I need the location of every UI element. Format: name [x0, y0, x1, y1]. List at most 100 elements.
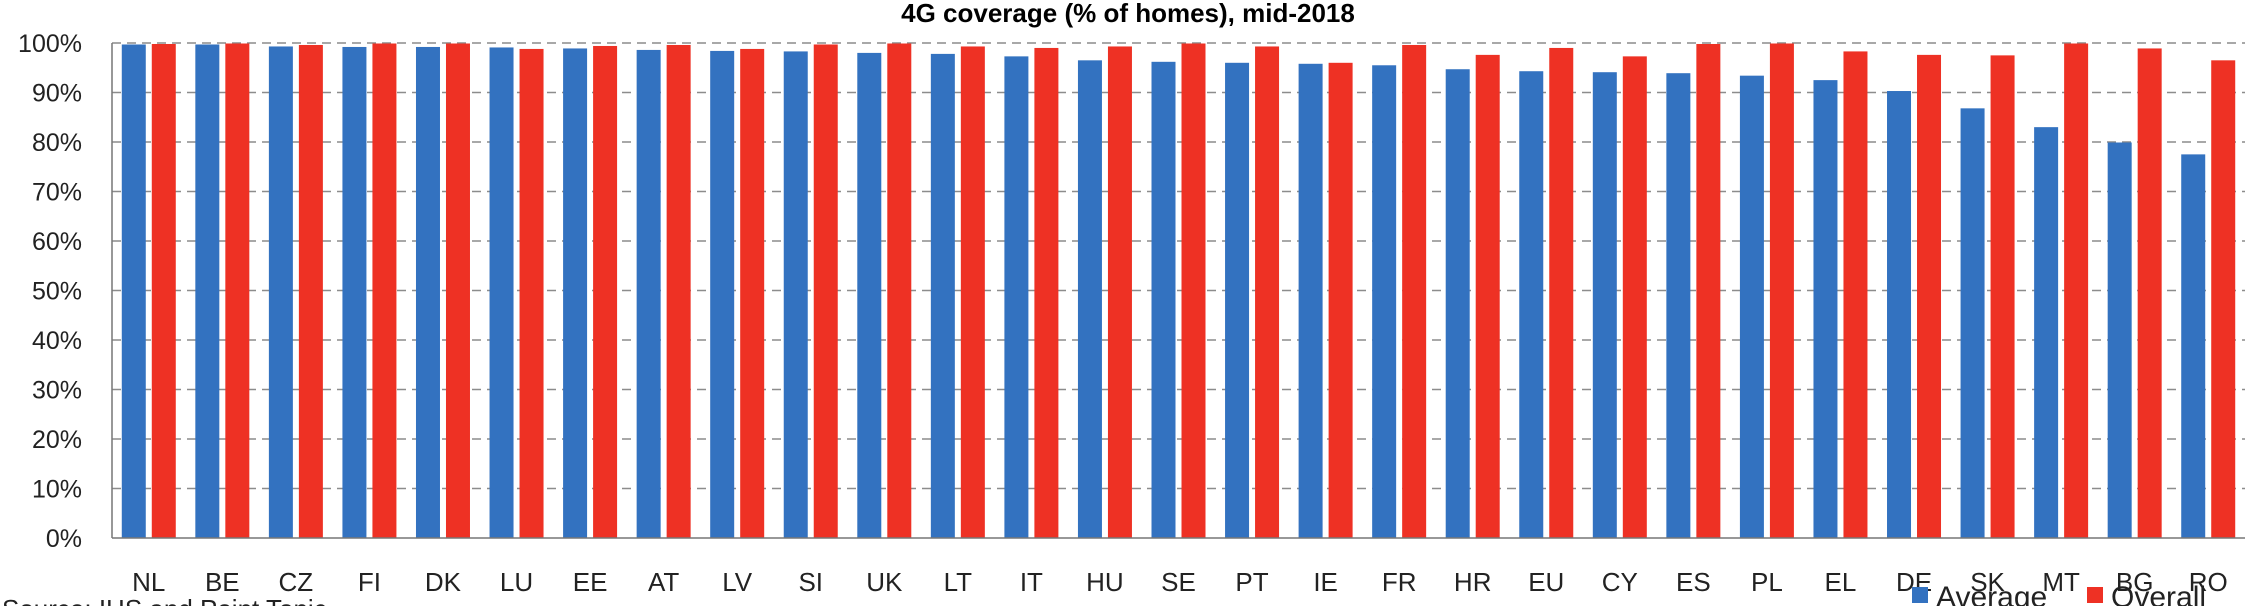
y-tick-label: 70% — [32, 179, 82, 207]
y-tick-label: 60% — [32, 228, 82, 256]
bar-overall-sk — [1990, 55, 2015, 538]
x-tick-label: HU — [1086, 567, 1124, 597]
x-tick-label: ES — [1676, 567, 1711, 597]
bar-average-eu — [1519, 71, 1544, 538]
bar-average-at — [636, 49, 661, 539]
bar-overall-eu — [1549, 47, 1574, 538]
x-tick-label: BE — [205, 567, 240, 597]
bar-average-uk — [857, 52, 882, 539]
bar-average-fi — [342, 46, 367, 539]
y-tick-label: 90% — [32, 80, 82, 108]
x-tick-label: FR — [1382, 567, 1417, 597]
bar-average-pl — [1739, 75, 1764, 539]
x-tick-label: IE — [1313, 567, 1338, 597]
x-tick-label: LU — [500, 567, 533, 597]
legend: Average Overall — [1912, 581, 2206, 606]
bar-average-si — [783, 51, 808, 538]
bar-average-mt — [2034, 127, 2059, 539]
bar-overall-be — [225, 43, 250, 539]
x-tick-label: BG — [2116, 567, 2154, 597]
x-tick-label: AT — [648, 567, 679, 597]
x-tick-label: NL — [132, 567, 165, 597]
legend-swatch-average — [1912, 587, 1928, 603]
axes — [111, 43, 2245, 539]
y-tick-label: 50% — [32, 278, 82, 306]
bar-average-bg — [2107, 142, 2132, 538]
bar-average-lv — [710, 50, 735, 539]
x-tick-label: MT — [2042, 567, 2080, 597]
chart-title: 4G coverage (% of homes), mid-2018 — [901, 0, 1355, 28]
bar-average-cz — [268, 46, 293, 539]
bar-overall-se — [1181, 43, 1206, 539]
x-tick-label: SK — [1970, 567, 2005, 597]
bar-average-cy — [1592, 72, 1617, 538]
x-tick-label: LV — [722, 567, 753, 597]
bar-overall-mt — [2064, 43, 2089, 539]
bar-overall-ee — [593, 45, 618, 538]
bar-overall-si — [813, 44, 838, 539]
bar-overall-el — [1843, 51, 1868, 538]
bar-overall-it — [1034, 47, 1059, 538]
bar-average-ee — [563, 48, 588, 538]
x-tick-label: HR — [1454, 567, 1492, 597]
y-tick-label: 80% — [32, 129, 82, 157]
source-note: Source: IHS and Point Topic — [2, 594, 327, 606]
x-tick-label: PT — [1235, 567, 1268, 597]
bar-overall-fr — [1402, 44, 1427, 538]
x-tick-label: CZ — [279, 567, 314, 597]
bar-average-es — [1666, 73, 1691, 538]
bar-overall-dk — [445, 43, 470, 539]
bar-overall-bg — [2137, 48, 2162, 538]
legend-label-average: Average — [1936, 581, 2047, 606]
x-tick-label: EL — [1825, 567, 1857, 597]
x-tick-label: UK — [866, 567, 903, 597]
bar-average-se — [1151, 61, 1176, 539]
bar-overall-uk — [887, 43, 912, 539]
bar-overall-lv — [740, 48, 765, 538]
x-tick-label: EE — [573, 567, 608, 597]
bar-average-sk — [1960, 108, 1985, 538]
bar-average-hu — [1077, 60, 1102, 538]
bar-average-de — [1887, 91, 1912, 538]
bar-overall-lu — [519, 48, 544, 538]
bars — [121, 43, 2236, 539]
bar-overall-hu — [1107, 46, 1132, 539]
bar-overall-lt — [960, 46, 985, 539]
y-tick-label: 100% — [18, 30, 82, 58]
x-tick-label: CY — [1602, 567, 1638, 597]
y-tick-label: 10% — [32, 476, 82, 504]
y-tick-label: 40% — [32, 327, 82, 355]
x-tick-label: LT — [944, 567, 973, 597]
x-tick-label: DK — [425, 567, 462, 597]
bar-overall-pl — [1769, 43, 1794, 539]
bar-average-lt — [930, 53, 955, 538]
bar-average-ie — [1298, 63, 1323, 538]
bar-average-hr — [1445, 69, 1470, 539]
bar-average-dk — [415, 46, 440, 539]
bar-average-fr — [1372, 65, 1397, 539]
bar-average-it — [1004, 56, 1029, 539]
labels: 0% 10% 20% 30% 40% 50% 60% 70% 80% 90% 100% NL BE CZ F… — [18, 30, 2228, 597]
bar-average-el — [1813, 80, 1838, 538]
x-tick-label: FI — [358, 567, 381, 597]
x-tick-label: IT — [1020, 567, 1043, 597]
bar-average-ro — [2181, 154, 2206, 538]
bar-overall-at — [666, 44, 691, 538]
bar-average-nl — [121, 44, 146, 539]
y-tick-label: 20% — [32, 426, 82, 454]
bar-overall-nl — [151, 43, 176, 539]
bar-average-pt — [1225, 62, 1250, 539]
bar-overall-de — [1917, 54, 1942, 538]
bar-overall-cy — [1622, 56, 1647, 539]
bar-average-lu — [489, 47, 514, 539]
bar-overall-cz — [298, 44, 323, 538]
x-tick-label: SI — [798, 567, 823, 597]
bar-overall-es — [1696, 43, 1721, 539]
legend-label-overall: Overall — [2111, 581, 2206, 606]
y-tick-label: 0% — [46, 525, 82, 553]
legend-swatch-overall — [2087, 587, 2103, 603]
bar-overall-ie — [1328, 62, 1353, 539]
x-tick-label: EU — [1528, 567, 1564, 597]
x-tick-label: PL — [1751, 567, 1783, 597]
